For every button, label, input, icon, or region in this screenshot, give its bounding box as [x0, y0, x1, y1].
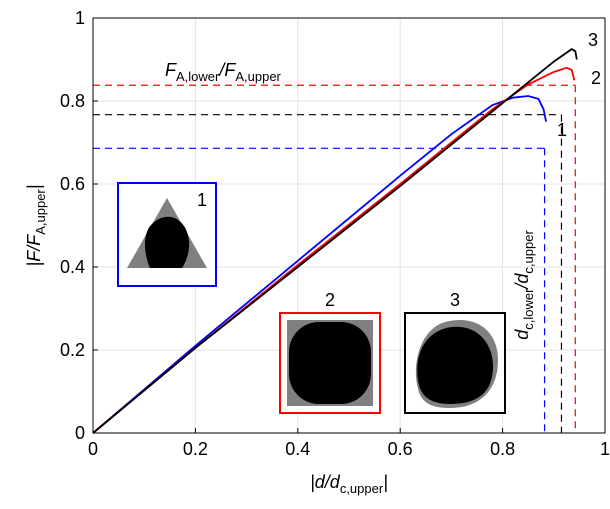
x-tick-label: 0	[88, 439, 98, 459]
y-tick-label: 0.6	[60, 174, 85, 194]
lines	[92, 48, 578, 434]
subscript: A,lower	[176, 69, 220, 84]
y-tick-label: 0.4	[60, 257, 85, 277]
inset-label: 1	[197, 190, 207, 210]
y-tick-label: 0	[75, 423, 85, 443]
inset-label: 3	[450, 290, 460, 310]
subscript: c,upper	[521, 230, 536, 274]
y-tick-label: 1	[75, 8, 85, 28]
insets: 1 2 3	[117, 182, 506, 414]
subscript: A,upper	[33, 189, 48, 235]
text-part: /d	[512, 273, 532, 291]
reference-lines	[93, 84, 576, 433]
y-tick-label: 0.2	[60, 340, 85, 360]
text-part: d	[512, 329, 532, 340]
data-line	[92, 95, 548, 434]
inset-2	[279, 312, 381, 414]
inset-3	[404, 312, 506, 414]
y-axis-label: |F/FA,upper|	[24, 185, 48, 267]
x-tick-label: 0.4	[285, 439, 310, 459]
data-line	[92, 48, 578, 434]
text-part: |	[24, 185, 44, 190]
blob	[417, 326, 494, 404]
x-tick-label: 0.8	[490, 439, 515, 459]
text-part: F	[165, 60, 177, 80]
text-part: |F/F	[24, 234, 44, 267]
series-label: 1	[557, 120, 567, 140]
inset-1	[117, 182, 217, 287]
distance-ratio-label: dc,lower/dc,upper	[512, 230, 536, 340]
axes-frame	[92, 17, 606, 434]
series-label: 2	[591, 68, 601, 88]
x-tick-label: 1	[600, 439, 610, 459]
series-label: 3	[588, 30, 598, 50]
blob	[289, 322, 371, 404]
x-axis-label: |d/dc,upper|	[310, 472, 388, 496]
data-line	[92, 66, 576, 434]
subscript: c,lower	[521, 288, 536, 330]
force-ratio-label: FA,lower/FA,upper	[165, 60, 282, 84]
blob	[144, 216, 190, 268]
x-tick-label: 0.2	[183, 439, 208, 459]
text-part: |	[383, 472, 388, 492]
subscript: c,upper	[340, 481, 384, 496]
text-part: |d/d	[310, 472, 341, 492]
inset-label: 2	[325, 290, 335, 310]
subscript: A,upper	[235, 69, 281, 84]
text-part: /F	[217, 60, 236, 80]
y-tick-label: 0.8	[60, 91, 85, 111]
x-tick-label: 0.6	[388, 439, 413, 459]
